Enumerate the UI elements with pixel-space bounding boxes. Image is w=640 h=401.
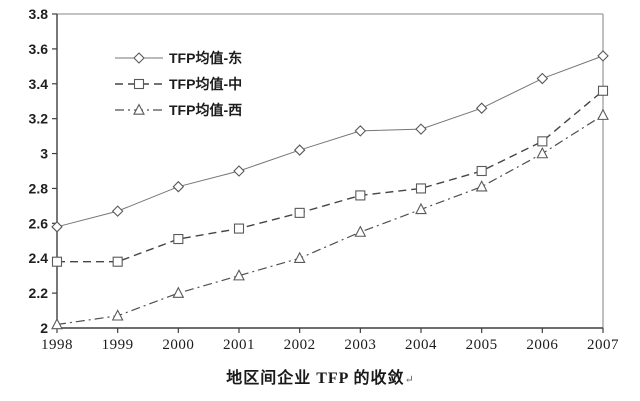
y-tick-label: 2.8 — [29, 180, 49, 196]
data-point-diamond — [51, 221, 63, 233]
series-markers-west — [51, 108, 609, 330]
x-tick-label: 1999 — [102, 337, 134, 353]
y-axis-labels: 2 2.2 2.4 2.6 2.8 3 3.2 3.4 3.6 3.8 — [29, 6, 57, 336]
data-point-diamond — [415, 123, 427, 135]
y-tick-label: 2.6 — [29, 215, 49, 231]
series-line-central — [57, 90, 604, 263]
data-point-diamond — [133, 52, 145, 64]
data-point-triangle — [293, 251, 306, 263]
data-point-square — [173, 233, 184, 245]
x-tick-label: 2002 — [284, 337, 316, 353]
data-point-square — [294, 207, 305, 218]
series-markers-east — [51, 50, 609, 233]
data-point-square — [112, 256, 123, 267]
y-tick-label: 3.2 — [29, 111, 49, 127]
data-point-square — [476, 165, 487, 177]
data-point-diamond — [597, 50, 609, 62]
data-point-triangle — [233, 269, 245, 281]
x-tick-label: 2007 — [587, 337, 619, 353]
legend-label: TFP均值-东 — [169, 50, 242, 66]
x-tick-label: 2003 — [344, 337, 376, 353]
data-point-diamond — [233, 165, 245, 177]
data-point-square — [597, 85, 609, 96]
y-tick-label: 3.4 — [29, 76, 49, 92]
legend: TFP均值-东 TFP均值-中 TFP均值-西 — [115, 50, 242, 118]
data-point-triangle — [51, 317, 63, 330]
data-point-triangle — [415, 202, 427, 215]
y-tick-label: 2.4 — [29, 250, 49, 266]
legend-item-west: TFP均值-西 — [115, 102, 242, 118]
chart-caption: 地区间企业 TFP 的收敛↵ — [0, 364, 640, 388]
x-tick-label: 2000 — [162, 337, 194, 353]
data-point-diamond — [111, 205, 124, 217]
data-point-triangle — [475, 180, 488, 192]
y-tick-label: 2.2 — [29, 285, 49, 301]
legend-label: TFP均值-西 — [169, 102, 242, 118]
y-tick-label: 3.6 — [29, 41, 49, 57]
data-point-square — [51, 256, 63, 267]
y-tick-label: 2 — [40, 320, 48, 336]
plot-border — [57, 13, 604, 328]
data-point-diamond — [536, 72, 549, 85]
caption-text: 地区间企业 TFP 的收敛 — [226, 370, 405, 387]
data-point-triangle — [172, 286, 185, 298]
data-point-diamond — [293, 144, 306, 156]
data-point-triangle — [597, 108, 609, 120]
x-tick-label: 1998 — [41, 337, 73, 353]
legend-label: TFP均值-中 — [169, 76, 242, 92]
series-line-east — [56, 55, 604, 228]
data-point-triangle — [354, 225, 367, 237]
paragraph-return-mark: ↵ — [404, 374, 414, 386]
data-point-square — [233, 223, 245, 234]
data-point-square — [355, 190, 366, 201]
data-point-diamond — [172, 180, 185, 193]
data-point-triangle — [133, 103, 145, 115]
y-tick-label: 3 — [40, 146, 48, 162]
axes — [56, 14, 603, 329]
data-point-triangle — [111, 309, 124, 321]
y-tick-label: 3.8 — [29, 6, 49, 22]
x-tick-label: 2004 — [405, 337, 437, 353]
tfp-convergence-chart: 2 2.2 2.4 2.6 2.8 3 3.2 3.4 3.6 3.8 1998 1999 2000 20… — [0, 6, 640, 388]
x-tick-label: 2005 — [466, 337, 498, 353]
data-point-square — [415, 183, 427, 194]
series-line-west — [56, 114, 604, 326]
data-point-square — [537, 136, 548, 147]
legend-item-central: TFP均值-中 — [115, 76, 242, 92]
chart-canvas: 2 2.2 2.4 2.6 2.8 3 3.2 3.4 3.6 3.8 1998 1999 2000 20… — [29, 6, 619, 353]
data-point-triangle — [536, 146, 549, 159]
data-point-square — [133, 78, 145, 90]
x-tick-label: 2006 — [526, 337, 558, 353]
data-point-diamond — [475, 102, 488, 114]
x-tick-label: 2001 — [223, 337, 255, 353]
x-axis-labels: 1998 1999 2000 2001 2002 2003 2004 2005 2006 2007 — [41, 328, 619, 353]
legend-item-east: TFP均值-东 — [115, 50, 242, 66]
data-point-diamond — [354, 125, 367, 137]
series-markers-central — [51, 85, 609, 267]
